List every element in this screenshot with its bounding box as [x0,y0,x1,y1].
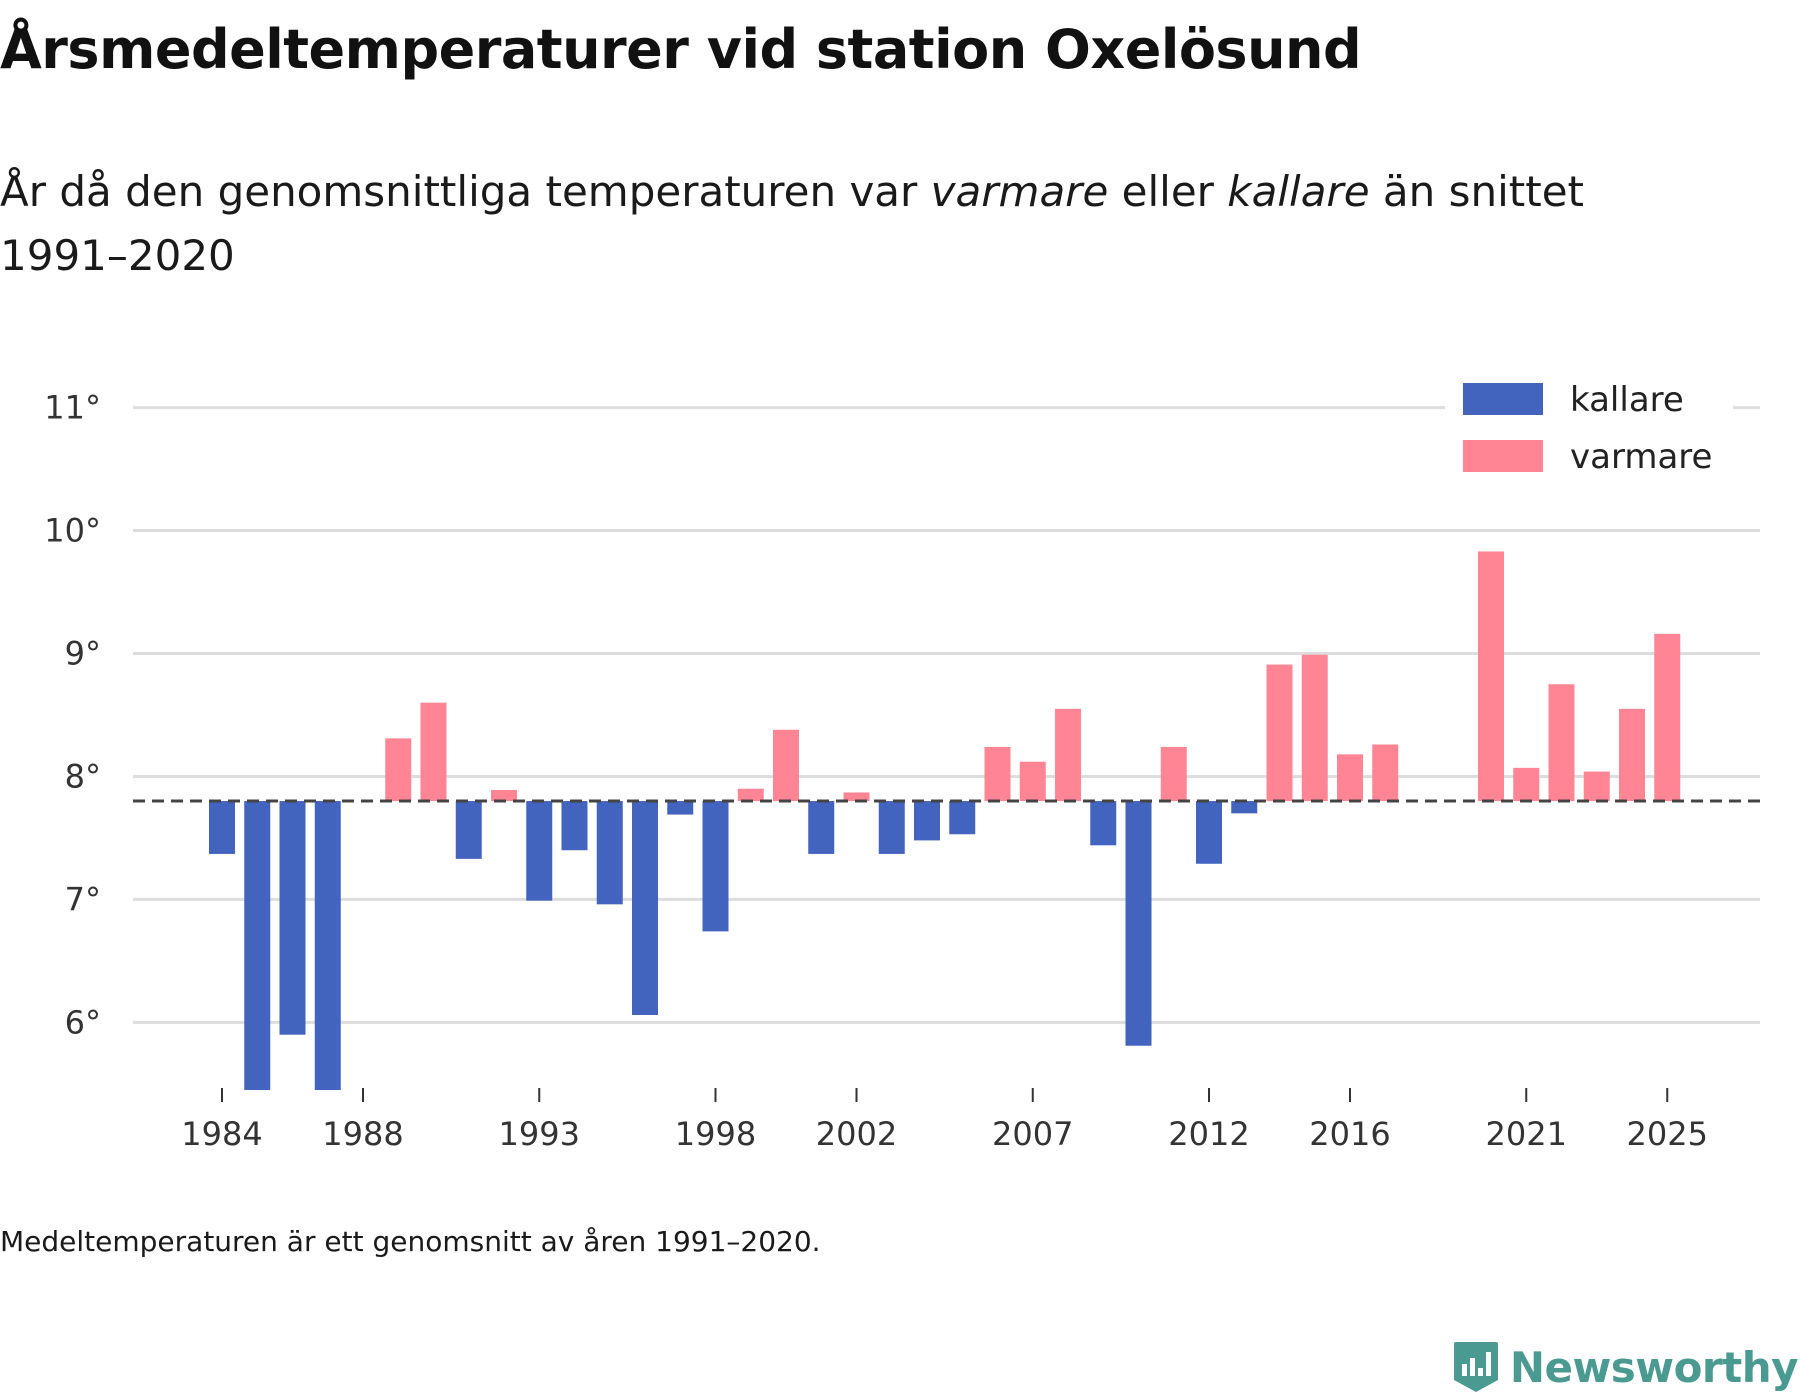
bar-2015 [1301,654,1328,802]
bars [209,551,1681,1090]
bar-2008 [1055,708,1081,802]
bar-2005 [949,801,976,835]
y-tick-label: 11° [44,389,101,427]
y-tick-label: 6° [65,1003,101,1041]
bar-2006 [984,746,1011,802]
chart-subtitle: År då den genomsnittliga temperaturen va… [0,160,1700,288]
bar-1986 [279,801,306,1035]
subtitle-part-3: än snittet 1991–2020 [0,167,1585,280]
legend-swatch-warm [1463,440,1543,472]
x-tick-label: 2021 [1486,1115,1567,1153]
x-tick-label: 2025 [1627,1115,1708,1153]
temperature-bar-chart: 6° 7° 8° 9° 10° 11° 1984 1988 1993 1998 2002 2007 2… [44,376,1760,1153]
bar-2000 [773,729,799,802]
bar-2022 [1548,684,1575,802]
bar-1993 [526,801,553,901]
x-tick-label: 1984 [181,1115,262,1153]
y-tick-label: 7° [65,880,101,918]
bar-1997 [667,801,694,815]
bar-1990 [420,702,447,802]
y-tick-label: 8° [65,757,101,795]
bar-2012 [1196,801,1222,864]
bar-2017 [1372,744,1399,802]
x-tick-label: 1998 [675,1115,756,1153]
footnote: Medeltemperaturen är ett genomsnitt av å… [0,1225,821,1258]
bar-2020 [1478,551,1504,802]
newsworthy-logo-icon [1453,1342,1498,1392]
subtitle-warm-word: varmare [930,167,1109,216]
bar-1999 [737,788,764,802]
bar-1992 [491,789,517,802]
subtitle-part-1: År då den genomsnittliga temperaturen va… [0,167,931,216]
brand-logo: Newsworthy [1452,1340,1799,1394]
bar-2021 [1513,767,1540,802]
bar-1998 [702,801,729,932]
legend-label-cold: kallare [1570,380,1684,420]
y-gridlines [133,406,1760,1024]
subtitle-part-2: eller [1108,167,1228,216]
bar-2002 [843,792,870,802]
x-tick-label: 2016 [1309,1115,1390,1153]
x-tick-label: 2007 [992,1115,1073,1153]
bar-2014 [1266,664,1293,802]
x-tick-label: 2012 [1168,1115,1249,1153]
bar-2009 [1090,801,1117,846]
bar-2016 [1337,754,1363,802]
bar-2004 [914,801,940,841]
bar-2011 [1160,746,1187,802]
x-axis: 1984 1988 1993 1998 2002 2007 2012 2016 2021 2025 [181,1088,1708,1153]
bar-2013 [1231,801,1258,814]
bar-2024 [1619,708,1645,802]
bar-1985 [244,801,271,1090]
bar-2010 [1125,801,1152,1046]
bar-1996 [632,801,658,1015]
x-tick-label: 1988 [322,1115,403,1153]
bar-1994 [561,801,588,851]
legend-swatch-cold [1463,383,1543,415]
brand-name: Newsworthy [1509,1342,1799,1392]
y-tick-label: 9° [65,635,101,673]
subtitle-cold-word: kallare [1227,167,1370,216]
x-tick-label: 2002 [816,1115,897,1153]
bar-2025 [1654,633,1681,802]
chart-title: Årsmedeltemperaturer vid station Oxelösu… [0,18,1362,81]
bar-2023 [1583,771,1610,802]
bar-1991 [455,801,482,859]
bar-1989 [385,738,412,802]
y-tick-labels: 6° 7° 8° 9° 10° 11° [44,389,101,1042]
bar-2003 [878,801,905,854]
bar-1987 [314,801,341,1090]
bar-1984 [209,801,235,854]
bar-2007 [1019,761,1046,802]
bar-1995 [596,801,623,905]
bar-2001 [808,801,835,854]
y-tick-label: 10° [44,512,101,550]
legend: kallare varmare [1445,376,1733,488]
legend-label-warm: varmare [1570,437,1712,477]
x-tick-label: 1993 [499,1115,580,1153]
